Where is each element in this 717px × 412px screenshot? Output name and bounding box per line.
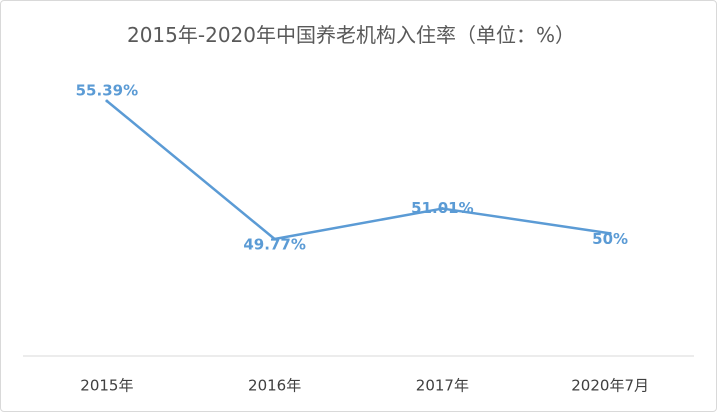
x-tick-label-4: 2020年7月 — [571, 377, 649, 395]
data-point-1 — [105, 99, 109, 103]
x-tick-label-2: 2016年 — [248, 377, 301, 395]
data-label-4: 50% — [592, 230, 628, 248]
series-line — [106, 100, 611, 241]
x-tick-label-1: 2015年 — [80, 377, 133, 395]
data-point-3 — [440, 207, 444, 211]
data-label-1: 55.39% — [76, 82, 138, 100]
x-tick-label-3: 2017年 — [416, 377, 469, 395]
chart-title: 2015年-2020年中国养老机构入住率（单位：%） — [126, 23, 576, 47]
data-label-2: 49.77% — [243, 236, 305, 254]
data-point-4 — [608, 231, 612, 235]
data-label-3: 51.01% — [411, 199, 473, 217]
data-point-2 — [273, 237, 277, 241]
